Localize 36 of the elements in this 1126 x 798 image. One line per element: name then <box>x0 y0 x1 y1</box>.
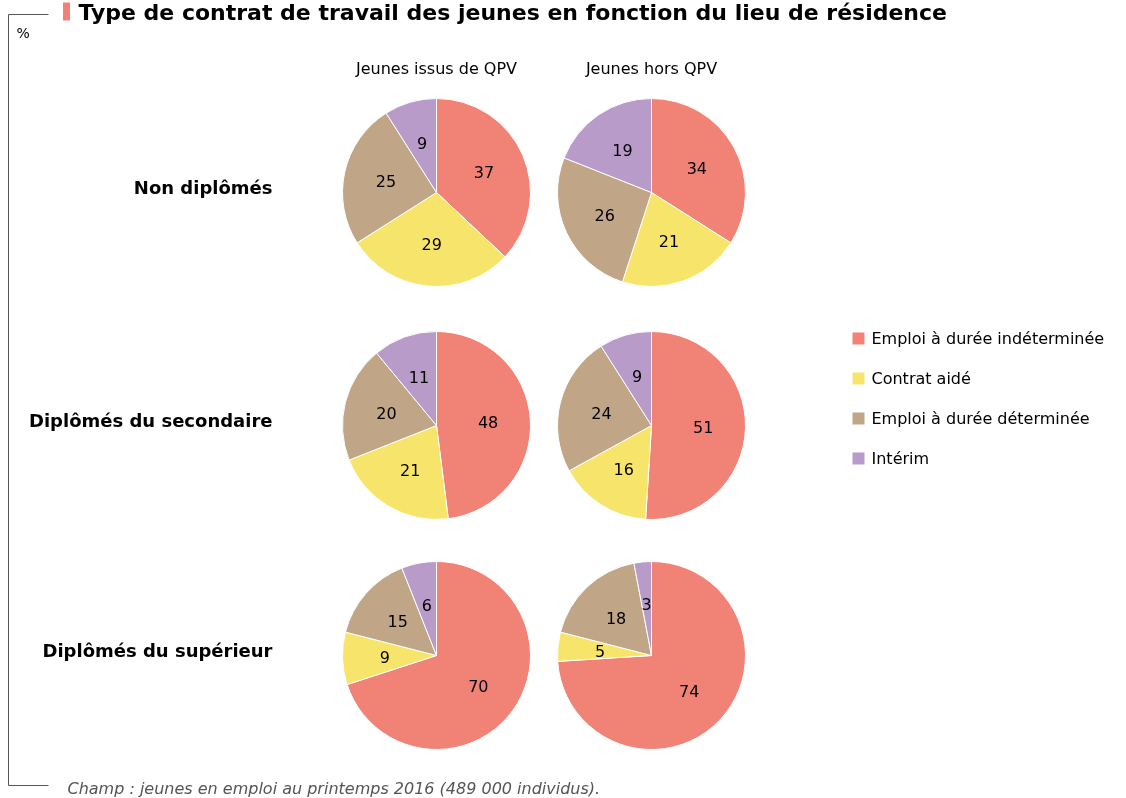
data-label: 21 <box>658 232 680 252</box>
text: Diplômés du secondaire <box>29 410 273 431</box>
data-label: 24 <box>591 403 612 423</box>
text: Type de contrat de travail des jeunes en fonction du lieu de résidence <box>78 0 947 25</box>
text: Champ : jeunes en emploi au printemps 2016 (489 000 individus). <box>67 779 601 798</box>
data-label: 37 <box>473 162 495 182</box>
legend-label: Intérim <box>871 449 930 468</box>
data-label: 20 <box>376 403 397 423</box>
data-label: 48 <box>477 413 499 433</box>
legend-label: Emploi à durée indéterminée <box>871 329 1105 348</box>
data-label: 16 <box>613 460 634 480</box>
data-label: 9 <box>631 366 643 386</box>
data-label: 6 <box>421 595 432 615</box>
data-label: 25 <box>375 172 397 192</box>
text: Non diplômés <box>133 177 273 198</box>
data-label: 51 <box>692 418 714 438</box>
data-label: 3 <box>641 595 652 615</box>
chart-title: Jeunes issus de QPV <box>354 59 518 78</box>
data-label: 29 <box>421 234 442 254</box>
data-label: 74 <box>679 681 700 701</box>
legend-label: Emploi à durée déterminée <box>871 409 1090 428</box>
data-label: 9 <box>416 133 428 153</box>
data-label: 9 <box>379 648 390 668</box>
data-label: 19 <box>612 140 633 160</box>
data-label: 15 <box>387 612 408 632</box>
chart-title: Jeunes hors QPV <box>584 59 718 78</box>
data-label: 18 <box>605 608 627 628</box>
text: Diplômés du supérieur <box>42 640 273 661</box>
data-label: 21 <box>400 461 421 480</box>
data-label: 26 <box>594 205 615 225</box>
text: % <box>16 24 30 41</box>
legend-label: Contrat aidé <box>871 369 971 388</box>
data-label: 70 <box>468 676 489 696</box>
data-label: 11 <box>408 367 430 387</box>
data-label: 34 <box>686 158 707 178</box>
data-label: 5 <box>594 641 606 661</box>
